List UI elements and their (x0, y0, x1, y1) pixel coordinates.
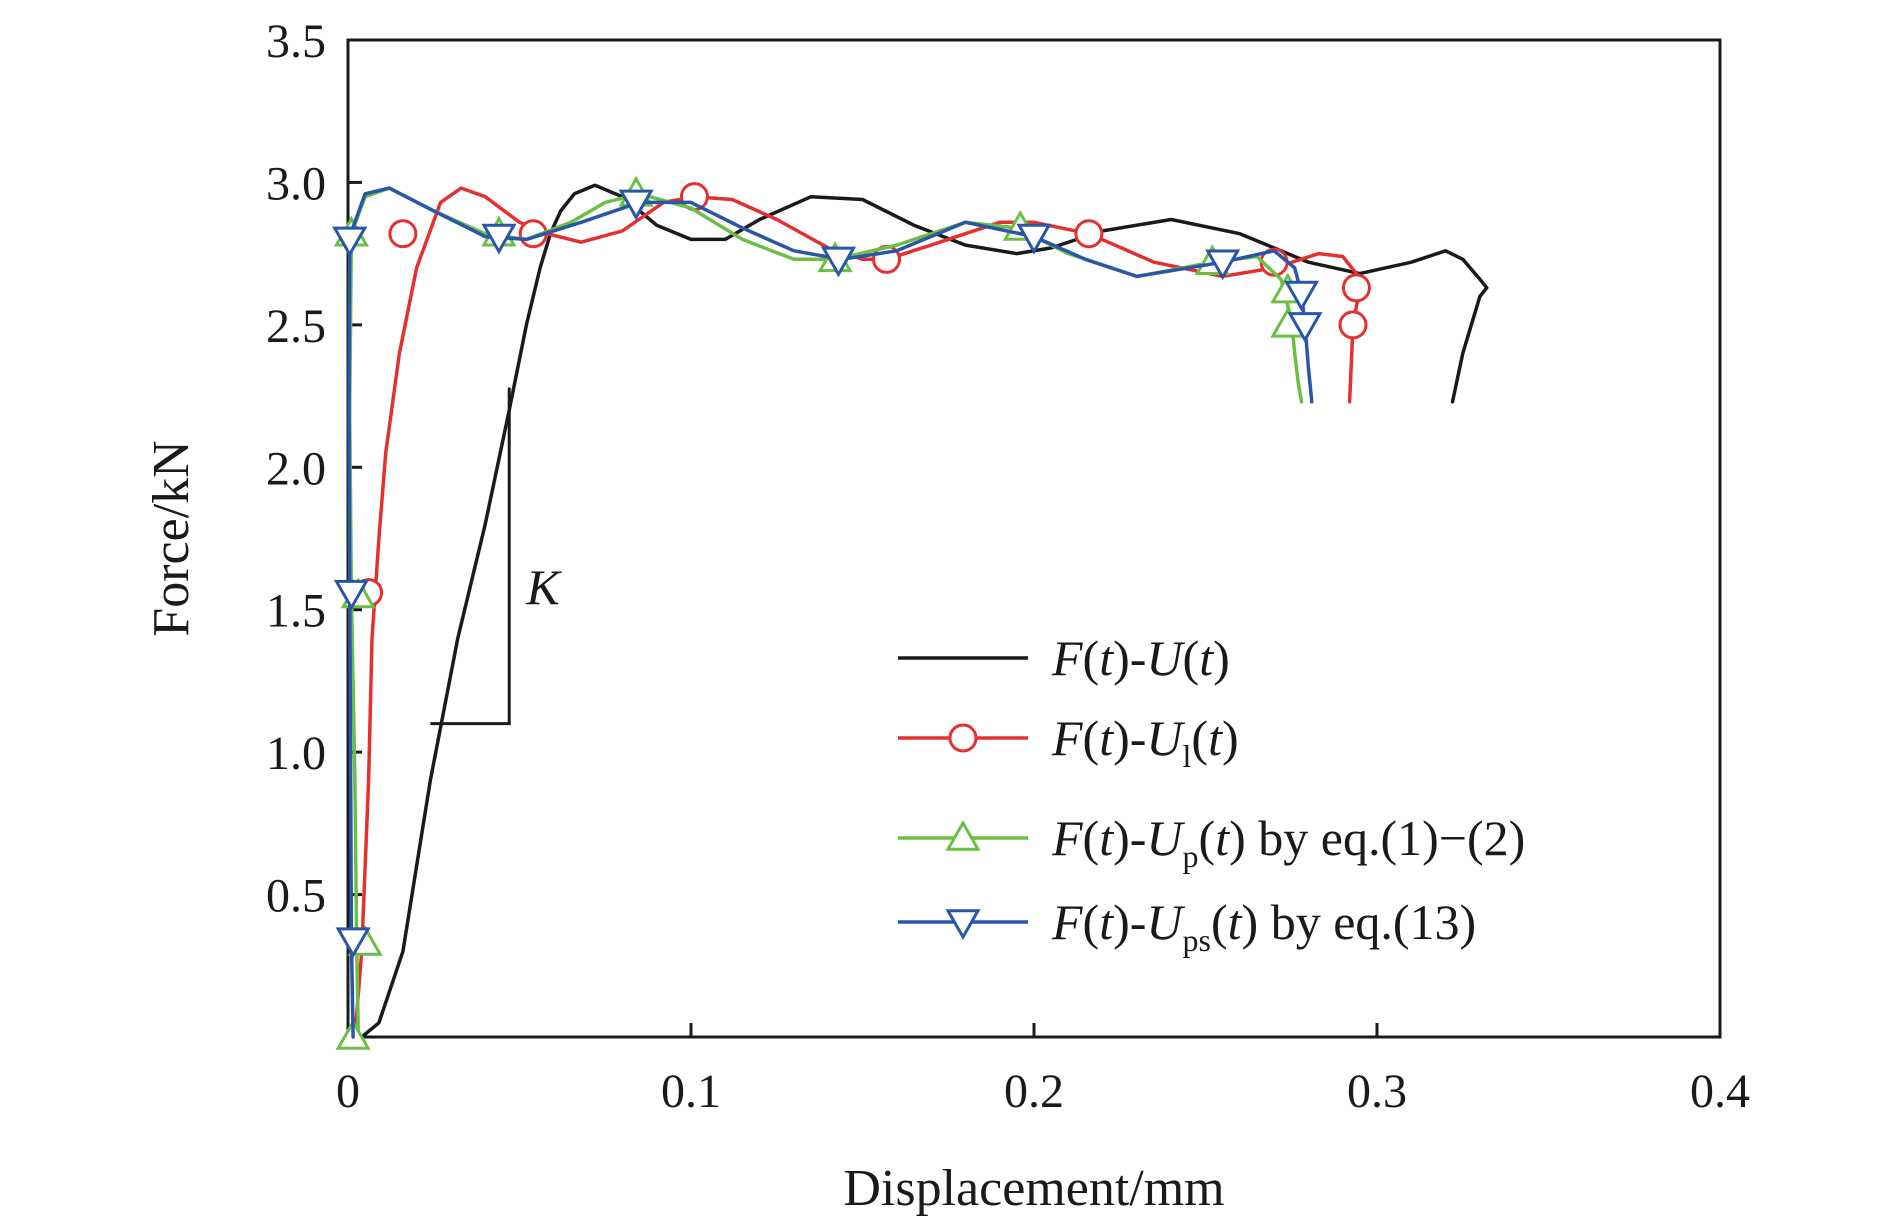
circle-marker (948, 723, 978, 753)
y-tick-label: 0.5 (266, 870, 326, 923)
k-slope-annotation: K (430, 387, 562, 726)
series-line (347, 186, 1314, 1039)
x-tick-label: 0.1 (661, 1065, 721, 1118)
k-slope-label: K (525, 559, 562, 615)
triangle-down-marker (820, 246, 857, 278)
y-tick-label: 3.5 (266, 15, 326, 68)
legend-entry-2: F(t)-Ul(t) (898, 710, 1239, 774)
x-tick-label: 0.3 (1347, 1065, 1407, 1118)
triangle-down-marker (1016, 223, 1052, 255)
legend-entry-1: F(t)-U(t) (898, 630, 1230, 686)
y-tick-label: 3.0 (266, 157, 326, 210)
triangle-down-marker (335, 927, 371, 959)
triangle-down-marker (945, 909, 981, 941)
y-axis-title: Force/kN (143, 440, 200, 636)
x-tick-label: 0.4 (1690, 1065, 1750, 1118)
triangle-down-marker (332, 226, 368, 258)
triangle-down-marker (1205, 249, 1241, 281)
y-tick-label: 2.5 (266, 300, 326, 353)
legend-entry-4: F(t)-Ups(t) by eq.(13) (898, 894, 1476, 958)
triangle-down-marker (1287, 312, 1323, 343)
x-tick-label: 0 (336, 1065, 360, 1118)
triangle-down-marker (1283, 280, 1320, 312)
legend-label: F(t)-U(t) (1051, 630, 1230, 686)
legend: F(t)-U(t) F(t)-Ul(t) F(t)-Up(t) by eq.(1)−… (898, 630, 1525, 958)
y-tick-label: 2.0 (266, 442, 326, 495)
k-slope-triangle (430, 387, 511, 726)
x-tick-label: 0.2 (1004, 1065, 1064, 1118)
triangle-down-marker (618, 189, 654, 221)
legend-entry-3: F(t)-Up(t) by eq.(1)−(2) (898, 810, 1525, 874)
plot-frame (346, 38, 1722, 1039)
triangle-down-marker (481, 223, 517, 255)
y-tick-label: 1.0 (266, 727, 326, 780)
x-axis-title: Displacement/mm (843, 1160, 1224, 1217)
series-line (353, 186, 1362, 1039)
circle-marker (388, 219, 418, 249)
circle-marker (1074, 219, 1104, 249)
legend-label: F(t)-Up(t) by eq.(1)−(2) (1051, 810, 1525, 874)
legend-label: F(t)-Ul(t) (1051, 710, 1239, 774)
circle-marker (1338, 310, 1368, 340)
series-layer (332, 175, 1489, 1050)
triangle-down-marker (333, 579, 370, 611)
series-4 (332, 186, 1323, 1039)
legend-label: F(t)-Ups(t) by eq.(13) (1051, 894, 1476, 958)
triangle-up-marker (945, 819, 981, 851)
circle-marker (1341, 273, 1371, 303)
axes: 0 0.1 0.2 0.3 0.4 0.5 1.0 1.5 2.0 2.5 3.0 3.5 (266, 15, 1750, 1118)
y-tick-label: 1.5 (266, 585, 326, 638)
